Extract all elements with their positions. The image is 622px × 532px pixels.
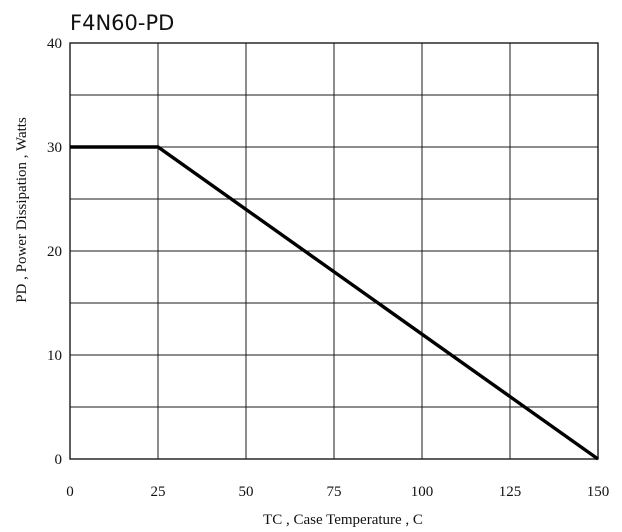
x-tick-label: 0 xyxy=(66,484,74,500)
y-axis-label: PD , Power Dissipation , Watts xyxy=(14,117,30,303)
y-tick-label: 40 xyxy=(47,36,62,52)
grid xyxy=(70,43,598,459)
x-tick-label: 75 xyxy=(327,484,342,500)
y-tick-label: 30 xyxy=(47,140,62,156)
y-tick-label: 0 xyxy=(55,452,63,468)
x-tick-label: 100 xyxy=(411,484,434,500)
series-line xyxy=(70,145,599,461)
y-tick-label: 20 xyxy=(47,244,62,260)
x-tick-label: 25 xyxy=(151,484,166,500)
tick-labels: 0 25 50 75 100 125 150 0 10 20 30 40 xyxy=(47,36,609,500)
y-tick-label: 10 xyxy=(47,348,62,364)
x-axis-label: TC , Case Temperature , C xyxy=(263,512,423,528)
x-tick-label: 125 xyxy=(499,484,522,500)
x-tick-label: 50 xyxy=(239,484,254,500)
chart-title: F4N60-PD xyxy=(70,11,174,35)
series-layer xyxy=(70,145,599,461)
x-tick-label: 150 xyxy=(587,484,610,500)
plot-frame xyxy=(69,42,599,460)
